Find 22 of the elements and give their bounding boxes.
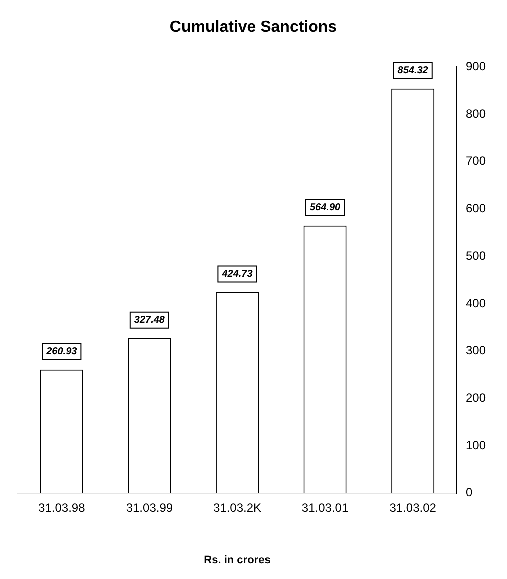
y-tick-label: 300 [466, 344, 486, 358]
data-label: 564.90 [310, 202, 342, 214]
data-label: 424.73 [221, 269, 254, 280]
x-tick-label: 31.03.98 [38, 500, 86, 515]
y-tick-label: 600 [466, 202, 486, 216]
y-tick-label: 400 [466, 296, 486, 310]
data-label: 854.32 [398, 66, 429, 77]
y-tick-label: 100 [466, 438, 486, 452]
y-tick-label: 900 [466, 60, 486, 74]
y-tick-label: 800 [466, 106, 486, 121]
x-tick-label: 31.03.02 [390, 500, 437, 515]
chart-title: Cumulative Sanctions [170, 19, 338, 36]
x-tick-label: 31.03.99 [126, 500, 174, 515]
x-tick-label: 31.03.2K [213, 500, 262, 515]
data-label: 260.93 [46, 346, 78, 358]
x-tick-label: 31.03.01 [302, 500, 349, 515]
data-label: 327.48 [134, 315, 166, 326]
y-tick-label: 0 [466, 486, 473, 500]
y-tick-label: 500 [466, 248, 486, 263]
y-tick-label: 700 [466, 154, 486, 168]
x-axis-title: Rs. in crores [204, 554, 271, 566]
y-tick-label: 200 [466, 391, 486, 405]
